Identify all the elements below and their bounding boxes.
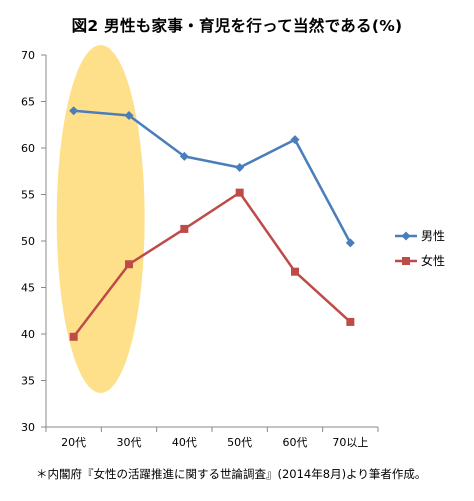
data-point xyxy=(69,332,78,341)
y-tick-label: 55 xyxy=(21,189,35,202)
series-line xyxy=(72,191,352,338)
x-tick-label: 70以上 xyxy=(332,436,368,449)
x-tick-label: 40代 xyxy=(172,436,197,449)
data-point xyxy=(124,110,134,120)
highlight-ellipse xyxy=(56,45,145,393)
y-tick-label: 30 xyxy=(21,421,35,434)
y-tick-label: 50 xyxy=(21,235,35,248)
data-point xyxy=(235,163,245,173)
x-tick-label: 30代 xyxy=(117,436,142,449)
x-tick-label: 20代 xyxy=(61,436,86,449)
series-line xyxy=(73,109,352,244)
x-tick-label: 50代 xyxy=(227,436,252,449)
data-point xyxy=(125,260,133,269)
legend-swatch-marker xyxy=(402,257,410,265)
data-point xyxy=(235,188,244,197)
x-tick-label: 60代 xyxy=(283,436,308,449)
data-point xyxy=(69,106,79,116)
data-point xyxy=(179,151,189,161)
data-point xyxy=(346,317,355,326)
data-point xyxy=(290,135,300,145)
chart-title: 図2 男性も家事・育児を行って当然である(%) xyxy=(71,17,403,35)
y-tick-label: 70 xyxy=(21,49,35,62)
source-note: ＊内閣府『女性の活躍推進に関する世論調査』(2014年8月)より筆者作成。 xyxy=(36,467,427,481)
data-point xyxy=(180,224,189,233)
y-tick-label: 60 xyxy=(21,142,35,155)
y-tick-label: 35 xyxy=(21,375,35,388)
legend-label: 男性 xyxy=(421,229,445,243)
legend-label: 女性 xyxy=(421,253,445,268)
y-tick-label: 65 xyxy=(21,96,35,109)
data-point xyxy=(291,267,299,276)
data-point xyxy=(345,238,355,248)
y-tick-label: 40 xyxy=(21,328,35,341)
legend-swatch-marker xyxy=(401,231,411,241)
y-tick-label: 45 xyxy=(21,282,35,295)
